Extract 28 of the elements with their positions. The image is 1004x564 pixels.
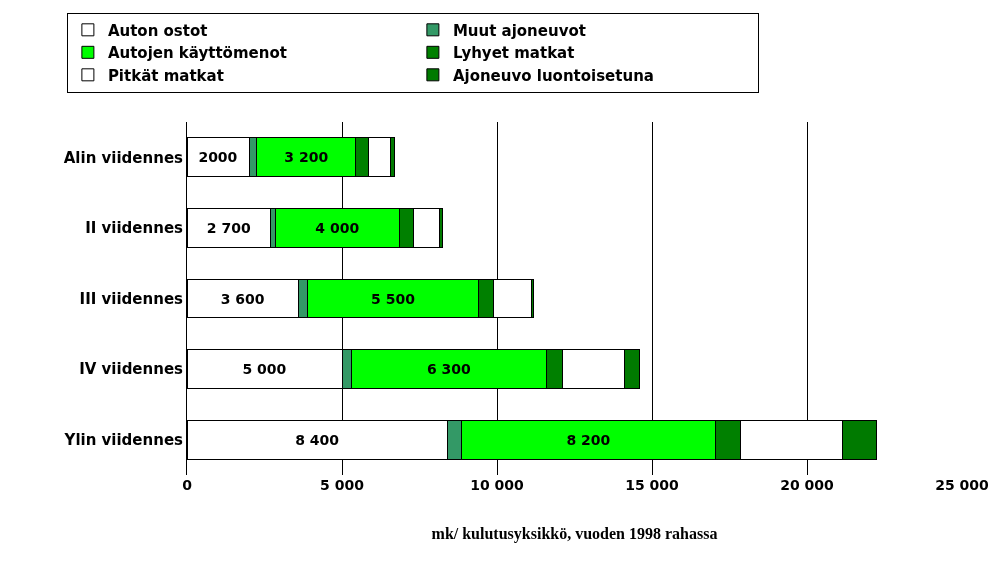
data-label: 5 500	[371, 290, 416, 307]
y-tick-label: II viidennes	[85, 219, 184, 238]
legend-label: Lyhyet matkat	[452, 44, 575, 63]
legend-label: Ajoneuvo luontoisetuna	[452, 66, 654, 85]
data-label: 8 200	[566, 431, 611, 448]
data-label: 3 600	[220, 290, 265, 307]
x-tick-label: 20 000	[780, 477, 835, 493]
data-label: 6 300	[426, 361, 471, 378]
legend-label: Muut ajoneuvot	[452, 21, 586, 40]
x-tick-label: 10 000	[470, 477, 525, 493]
data-label: 2000	[198, 149, 238, 166]
data-label: 3 200	[284, 149, 329, 166]
legend-label: Pitkät matkat	[107, 66, 224, 85]
x-tick-label: 5 000	[320, 477, 365, 493]
x-tick-label: 0	[182, 477, 193, 493]
y-tick-label: III viidennes	[79, 289, 184, 308]
x-tick-label: 15 000	[625, 477, 680, 493]
y-tick-label: IV viidennes	[79, 360, 184, 379]
data-label: 2 700	[206, 219, 251, 236]
x-axis-title: mk/ kulutusyksikkö, vuoden 1998 rahassa	[431, 524, 718, 543]
legend-label: Auton ostot	[107, 21, 208, 40]
x-tick-label: 25 000	[935, 477, 990, 493]
data-label: 5 000	[242, 361, 287, 378]
data-label: 4 000	[315, 219, 360, 236]
data-label: 8 400	[295, 431, 340, 448]
y-tick-label: Ylin viidennes	[63, 430, 184, 449]
y-tick-label: Alin viidennes	[63, 148, 184, 167]
legend-label: Autojen käyttömenot	[107, 44, 287, 63]
